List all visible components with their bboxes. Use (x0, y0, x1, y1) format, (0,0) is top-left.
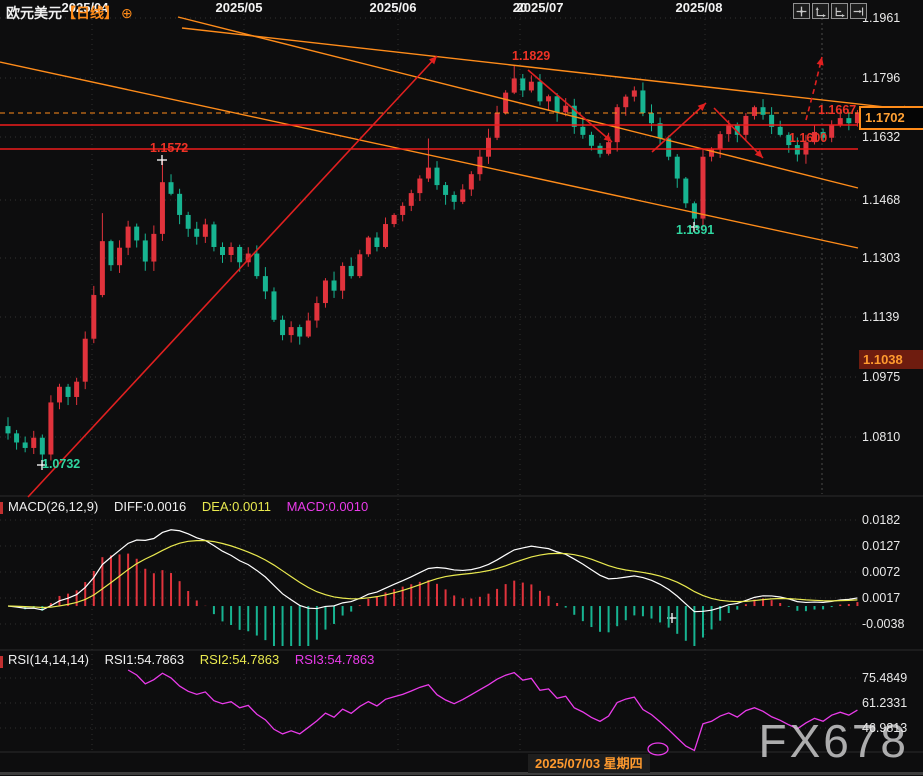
macd-axis-tick: 0.0182 (862, 513, 901, 527)
symbol-name: 欧元美元 (6, 5, 62, 21)
price-axis-tick: 1.0975 (862, 370, 901, 384)
timeframe-label: 【日线】 (62, 5, 118, 21)
watermark: FX678 (758, 715, 909, 767)
rsi-axis-tick: 46.9813 (862, 721, 908, 735)
price-axis-tick: 1.1961 (862, 11, 901, 25)
time-axis-label: 2025/07 (516, 0, 564, 15)
macd-indicator-row: MACD(26,12,9) DIFF:0.0016 DEA:0.0011 MAC… (8, 499, 380, 514)
price-axis-tick: 1.0810 (862, 430, 901, 444)
macd-axis-tick: 0.0127 (862, 539, 901, 553)
price-axis-tick: 1.1303 (862, 251, 901, 265)
crosshair-price-label: 1.1038 (859, 350, 923, 369)
rsi1-value: RSI1:54.7863 (104, 652, 185, 667)
macd-axis-tick: -0.0038 (862, 617, 905, 631)
y-axis-zoom-icon (815, 6, 826, 17)
macd-dea-value: DEA:0.0011 (201, 499, 271, 514)
macd-diff-value: DIFF:0.0016 (113, 499, 187, 514)
pan-right-button[interactable] (850, 3, 867, 19)
price-annotation-label: 1.1600 (789, 131, 828, 145)
time-axis-label: 2025/06 (369, 0, 417, 15)
rsi-indicator-row: RSI(14,14,14) RSI1:54.7863 RSI2:54.7863 … (8, 652, 386, 667)
macd-macd-value: MACD:0.0010 (286, 499, 369, 514)
price-axis-tick: 1.1632 (862, 130, 901, 144)
time-axis-label: 2025/08 (675, 0, 723, 15)
price-annotation-label: 1.1667 (818, 103, 857, 117)
macd-pane-handle[interactable] (0, 502, 3, 514)
price-annotation-label: 1.0732 (42, 457, 81, 471)
macd-name: MACD(26,12,9) (8, 499, 99, 514)
crosshair-date-tooltip: 2025/07/03 星期四 (528, 754, 650, 773)
time-axis-label: 2025/04 (61, 0, 109, 15)
rsi-axis-tick: 61.2331 (862, 696, 908, 710)
rsi-pane-handle[interactable] (0, 656, 3, 668)
x-axis-zoom-button[interactable] (831, 3, 848, 19)
crosshair-tool-button[interactable] (793, 3, 810, 19)
rsi2-value: RSI2:54.7863 (199, 652, 280, 667)
price-annotation-label: 1.1391 (676, 223, 715, 237)
add-indicator-icon[interactable]: ⊕ (121, 5, 133, 21)
price-axis-tick: 1.1139 (862, 310, 900, 324)
price-annotation-label: 1.1572 (150, 141, 189, 155)
rsi-axis-tick: 75.4849 (862, 671, 908, 685)
x-axis-zoom-icon (835, 6, 845, 17)
crosshair-icon (796, 6, 807, 16)
price-axis-tick: 1.1468 (862, 193, 901, 207)
rsi-name: RSI(14,14,14) (8, 652, 89, 667)
macd-axis-tick: 0.0072 (862, 565, 901, 579)
time-axis-label: 20 (512, 0, 528, 15)
chart-title: 欧元美元【日线】 ⊕ (6, 3, 133, 23)
time-axis-label: 2025/05 (215, 0, 263, 15)
y-axis-zoom-button[interactable] (812, 3, 829, 19)
price-axis-tick: 1.1796 (862, 71, 901, 85)
macd-axis-tick: 0.0017 (862, 591, 901, 605)
current-price-label: 1.1702 (859, 106, 923, 130)
price-annotation-label: 1.1829 (512, 49, 551, 63)
pan-right-icon (853, 6, 864, 16)
rsi3-value: RSI3:54.7863 (294, 652, 375, 667)
